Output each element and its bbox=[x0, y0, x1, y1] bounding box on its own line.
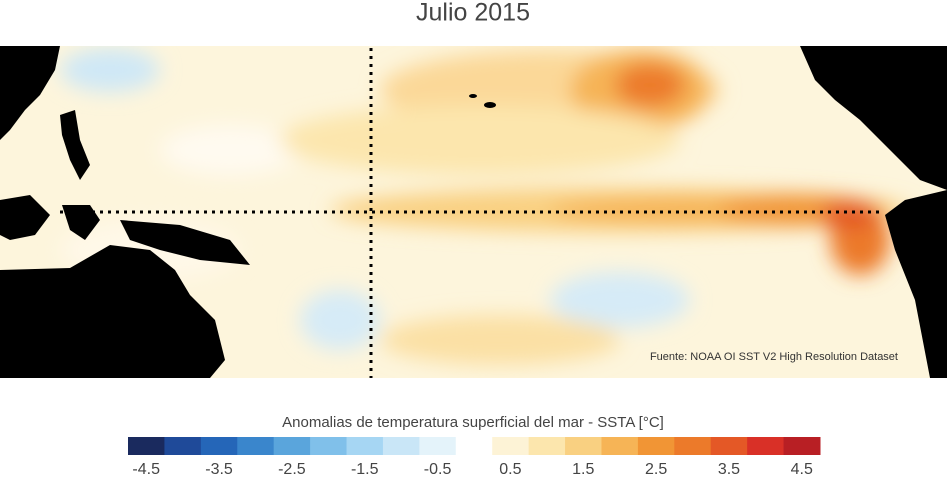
colorbar-bin bbox=[346, 437, 384, 455]
colorbar-bin bbox=[528, 437, 566, 455]
colorbar-tick-label: 0.5 bbox=[499, 461, 521, 478]
colorbar-tick-label: -0.5 bbox=[424, 461, 452, 478]
colorbar-bin bbox=[747, 437, 785, 455]
map: Fuente: NOAA OI SST V2 High Resolution D… bbox=[0, 46, 947, 378]
colorbar-bin bbox=[237, 437, 275, 455]
colorbar-bin bbox=[164, 437, 202, 455]
colorbar-bin bbox=[455, 437, 493, 455]
colorbar-bin bbox=[419, 437, 457, 455]
colorbar-label: Anomalias de temperatura superficial del… bbox=[282, 414, 664, 431]
colorbar-tick-label: 4.5 bbox=[791, 461, 813, 478]
colorbar-tick-label: -3.5 bbox=[205, 461, 233, 478]
colorbar-bin bbox=[200, 437, 238, 455]
colorbar-bin bbox=[637, 437, 675, 455]
colorbar-bin bbox=[674, 437, 712, 455]
colorbar-bin bbox=[382, 437, 420, 455]
colorbar-tick-label: 1.5 bbox=[572, 461, 594, 478]
title: Julio 2015 bbox=[416, 0, 530, 27]
source: Fuente: NOAA OI SST V2 High Resolution D… bbox=[650, 351, 898, 363]
colorbar-tick-label: 3.5 bbox=[718, 461, 740, 478]
colorbar: -4.5 -3.5 -2.5 -1.5 -0.5 0.5 1.5 2.5 3.5 4.5 bbox=[128, 437, 821, 478]
colorbar-bin bbox=[601, 437, 639, 455]
colorbar-tick-label: -2.5 bbox=[278, 461, 306, 478]
colorbar-tick-label: 2.5 bbox=[645, 461, 667, 478]
colorbar-bin bbox=[310, 437, 348, 455]
colorbar-bin bbox=[492, 437, 530, 455]
colorbar-tick-label: -4.5 bbox=[132, 461, 160, 478]
colorbar-bin bbox=[783, 437, 821, 455]
colorbar-bin bbox=[565, 437, 602, 455]
colorbar-bin bbox=[710, 437, 748, 455]
colorbar-bin bbox=[273, 437, 311, 455]
colorbar-bin bbox=[128, 437, 165, 455]
colorbar-tick-label: -1.5 bbox=[351, 461, 379, 478]
